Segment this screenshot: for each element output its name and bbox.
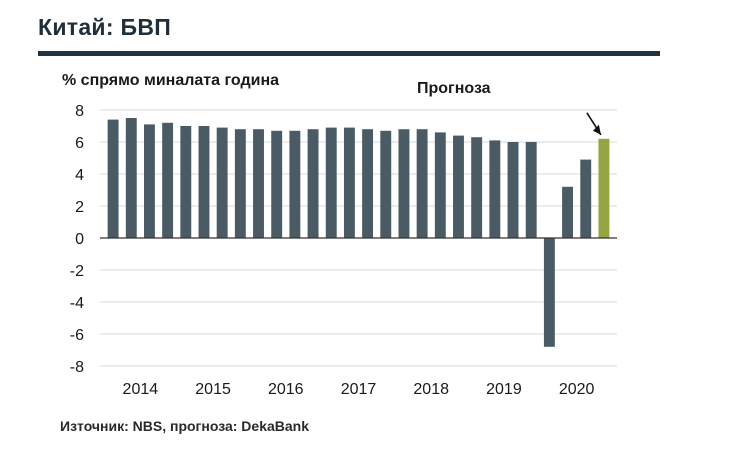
forecast-label: Прогноза (417, 80, 491, 97)
forecast-bar (598, 138, 610, 238)
x-tick-label: 2014 (123, 381, 159, 398)
bar (362, 129, 374, 238)
bar (143, 124, 155, 238)
bar (398, 129, 410, 238)
x-tick-label: 2017 (341, 381, 377, 398)
bar (453, 135, 464, 238)
x-tick-label: 2018 (413, 381, 449, 398)
bar (307, 129, 319, 238)
forecast-arrow-icon (586, 112, 602, 136)
bar (198, 126, 210, 238)
bar (416, 129, 428, 238)
bar (580, 159, 592, 238)
bar (434, 132, 446, 238)
y-tick-labels: 8 6 4 2 0 -2 -4 -6 -8 (70, 103, 84, 376)
bar (216, 127, 228, 238)
y-tick-label: -2 (70, 263, 84, 280)
bar (471, 137, 483, 238)
y-tick-label: 0 (75, 231, 84, 248)
bar (380, 130, 392, 238)
bar (162, 122, 174, 238)
y-tick-label: -4 (70, 295, 84, 312)
y-tick-label: 4 (75, 167, 84, 184)
x-tick-label: 2016 (268, 381, 304, 398)
bar (562, 186, 574, 238)
x-tick-labels: 2014 2015 2016 2017 2018 2019 2020 (123, 381, 595, 398)
bar (289, 130, 301, 238)
bar (489, 140, 501, 238)
bar (343, 127, 355, 238)
bars (107, 118, 610, 347)
y-tick-label: 6 (75, 135, 84, 152)
y-tick-label: 2 (75, 199, 84, 216)
bar (325, 127, 337, 238)
arrow-head (592, 124, 601, 135)
bar (107, 119, 119, 238)
bar (253, 129, 264, 238)
x-tick-label: 2019 (486, 381, 522, 398)
bar (180, 126, 192, 238)
bar (234, 129, 246, 238)
y-tick-label: -6 (70, 327, 84, 344)
chart-title: Китай: БВП (38, 14, 172, 40)
source-note: Източник: NBS, прогноза: DekaBank (60, 418, 310, 434)
y-tick-label: -8 (70, 359, 84, 376)
y-axis-label: % спрямо миналата година (62, 72, 280, 89)
bar (525, 142, 537, 238)
bar (543, 238, 555, 347)
x-tick-label: 2020 (559, 381, 595, 398)
title-rule (38, 51, 660, 56)
bar (271, 130, 283, 238)
bar (125, 118, 137, 238)
bar (507, 142, 519, 238)
y-tick-label: 8 (75, 103, 84, 120)
x-tick-label: 2015 (195, 381, 231, 398)
